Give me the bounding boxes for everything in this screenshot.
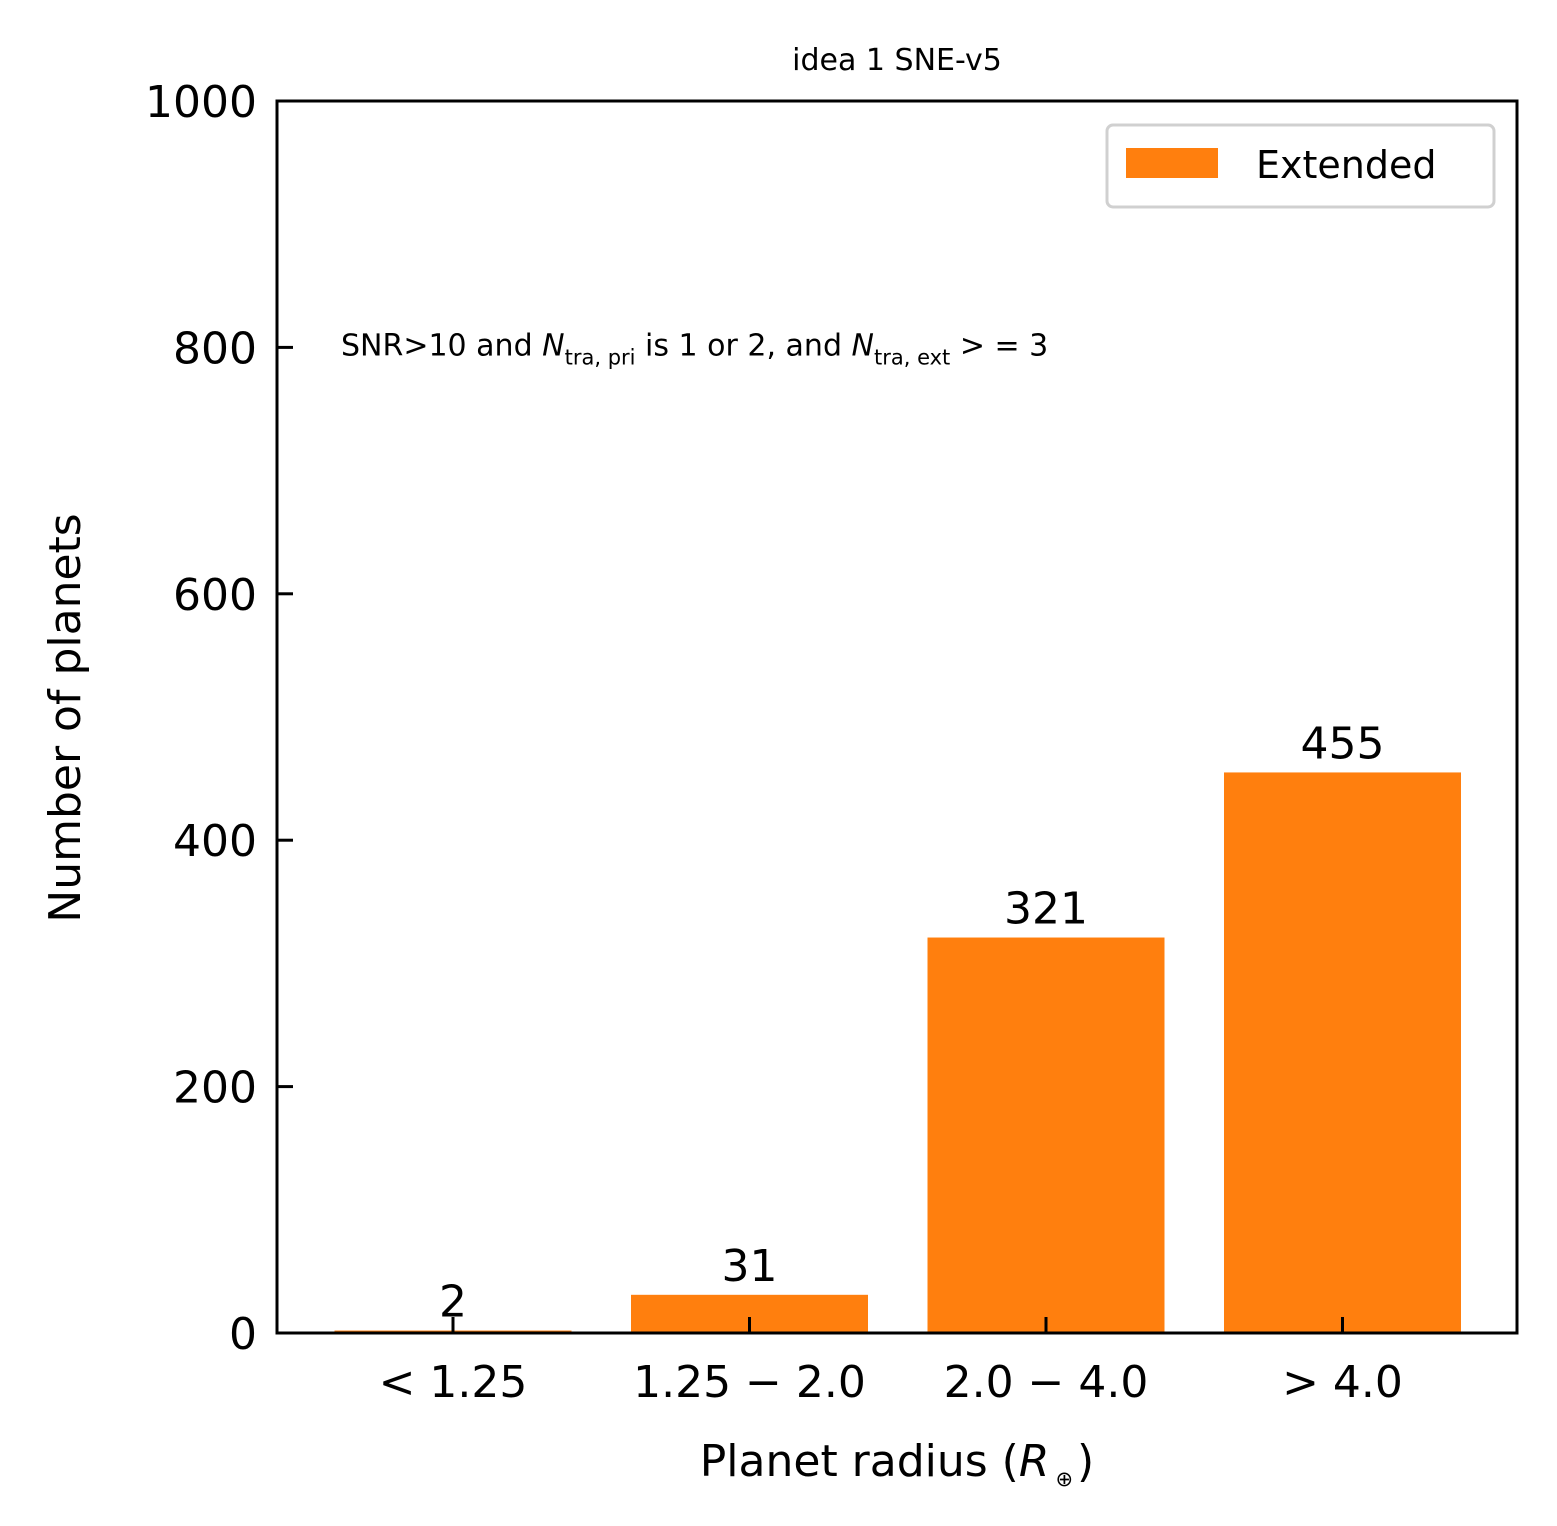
y-tick-label-4: 800 [173,323,257,374]
y-tick-label-1: 200 [173,1063,257,1114]
x-ticks-group: < 1.25 1.25 − 2.0 2.0 − 4.0 > 4.0 [379,1317,1403,1408]
chart-title: idea 1 SNE-v5 [792,43,1002,78]
bar-value-label-1: 31 [722,1241,778,1292]
x-tick-label-0: < 1.25 [379,1357,528,1408]
annotation-part-5: tra, ext [874,345,950,369]
legend-swatch [1126,148,1218,178]
plot-frame [275,99,1519,1335]
y-tick-label-3: 600 [173,570,257,621]
annotation-part-4: N [852,328,874,363]
bar-2 [927,937,1165,1333]
x-axis-label: Planet radius (R ⊕) [700,1436,1094,1491]
bar-value-label-3: 455 [1301,718,1385,769]
annotation-part-6: > = 3 [950,328,1048,363]
annotation-part-3: is 1 or 2, and [636,328,852,363]
x-tick-label-1: 1.25 − 2.0 [633,1357,866,1408]
bars-group [334,772,1461,1333]
x-tick-label-3: > 4.0 [1282,1357,1403,1408]
x-tick-label-2: 2.0 − 4.0 [944,1357,1149,1408]
annotation-text: SNR>10 and Ntra, pri is 1 or 2, and Ntra… [341,328,1048,369]
annotation-part-2: tra, pri [565,345,636,369]
y-tick-label-5: 1000 [145,77,257,128]
y-tick-label-0: 0 [229,1309,257,1360]
bar-3 [1224,772,1461,1333]
annotation-part-1: N [542,328,564,363]
legend-frame [1105,123,1496,209]
bar-value-label-2: 321 [1004,884,1088,935]
annotation-part-0: SNR>10 and [341,328,542,363]
y-ticks-group: 0 200 400 600 800 1000 [145,77,293,1360]
legend-label: Extended [1256,143,1436,187]
legend: Extended [1105,123,1496,209]
y-axis-label: Number of planets [40,513,91,922]
y-tick-label-2: 400 [173,816,257,867]
